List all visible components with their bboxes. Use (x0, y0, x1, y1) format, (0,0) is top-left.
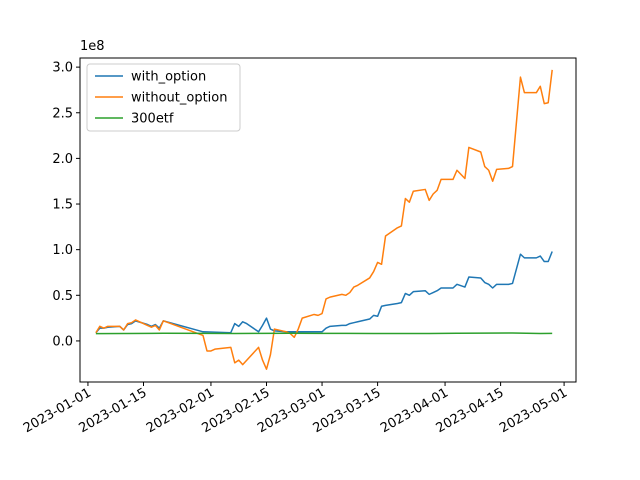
series-line-300etf (95, 332, 553, 335)
legend-label: 300etf (131, 112, 174, 127)
y-tick-label: 1.5 (52, 198, 73, 213)
y-tick-label: 3.0 (52, 61, 73, 76)
y-tick-label: 0.0 (52, 334, 73, 349)
y-tick-label: 2.0 (52, 152, 73, 167)
legend: with_option without_option 300etf (86, 63, 241, 132)
legend-label: with_option (131, 70, 206, 85)
series-layer (95, 69, 553, 370)
legend-label: without_option (131, 91, 227, 106)
y-tick-label: 2.5 (52, 106, 73, 121)
y-offset-label: 1e8 (80, 39, 105, 54)
y-tick-label: 1.0 (52, 243, 73, 258)
axes-frame (79, 57, 577, 383)
legend-box (86, 63, 241, 132)
y-axis: 0.0 0.5 1.0 1.5 2.0 2.5 3.0 (52, 61, 80, 349)
series-line-without-option (95, 69, 553, 370)
y-tick-label: 0.5 (52, 289, 73, 304)
